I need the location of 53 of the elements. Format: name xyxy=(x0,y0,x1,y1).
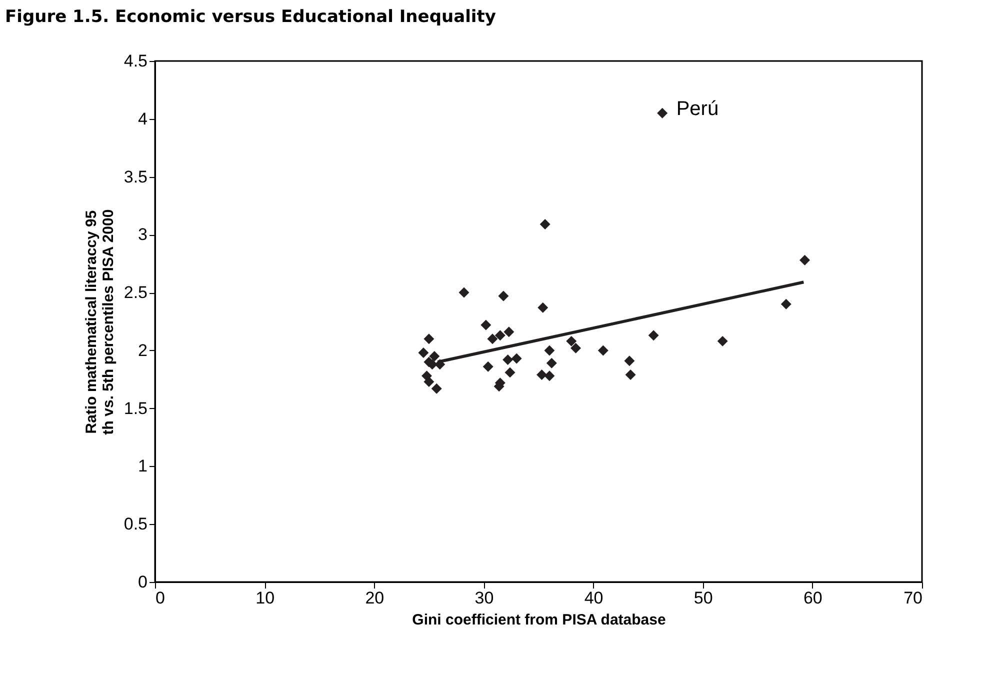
y-tick-label: 2.5 xyxy=(124,283,148,302)
x-tick-label: 0 xyxy=(156,588,165,608)
point xyxy=(657,108,668,118)
x-tick-label: 60 xyxy=(803,588,822,608)
point xyxy=(502,354,514,365)
y-tick-label: 4.5 xyxy=(124,52,148,70)
y-tick-label: 3 xyxy=(138,225,148,244)
point xyxy=(538,302,548,313)
x-tick-label: 40 xyxy=(584,588,604,608)
y-tick-label: 0 xyxy=(138,572,148,592)
point xyxy=(424,334,434,344)
point xyxy=(544,345,555,356)
y-tick-label: 1.5 xyxy=(124,398,148,418)
x-tick-label: 20 xyxy=(365,588,384,608)
point xyxy=(570,342,581,354)
point xyxy=(536,370,548,380)
point xyxy=(431,383,442,394)
point xyxy=(498,290,509,302)
x-tick-label: 70 xyxy=(904,588,922,608)
point xyxy=(424,376,434,387)
point xyxy=(540,219,550,230)
x-tick-label: 50 xyxy=(694,588,713,608)
point xyxy=(624,356,635,366)
annotation: Perú xyxy=(676,98,719,120)
point xyxy=(487,334,498,344)
y-tick-label: 1 xyxy=(138,456,148,476)
y-tick-label: 4 xyxy=(138,109,148,128)
point xyxy=(648,330,659,341)
point xyxy=(566,336,577,346)
y-axis-title: Ratio mathematical literaccy 95 th vs. 5th percentiles PISA 2000 xyxy=(82,209,117,435)
point xyxy=(418,348,429,358)
point xyxy=(504,326,514,338)
point xyxy=(504,367,516,378)
x-axis-title: Gini coefficient from PISA database xyxy=(412,612,666,628)
point xyxy=(598,345,608,356)
point xyxy=(494,330,506,341)
point xyxy=(780,298,792,310)
point xyxy=(625,370,636,380)
y-tick-label: 0.5 xyxy=(124,514,148,534)
point xyxy=(429,350,440,362)
y-tick-label: 3.5 xyxy=(124,167,148,186)
point xyxy=(544,370,555,382)
y-tick-label: 2 xyxy=(138,340,148,360)
point xyxy=(511,353,522,364)
point xyxy=(546,358,557,368)
point xyxy=(482,361,494,372)
point xyxy=(458,287,470,298)
point xyxy=(800,254,810,266)
chart-title: Figure 1.5. Economic versus Educational Inequality xyxy=(5,7,496,27)
x-tick-label: 30 xyxy=(474,588,494,608)
point xyxy=(480,320,492,330)
point xyxy=(717,336,728,346)
x-tick-label: 10 xyxy=(256,588,275,608)
